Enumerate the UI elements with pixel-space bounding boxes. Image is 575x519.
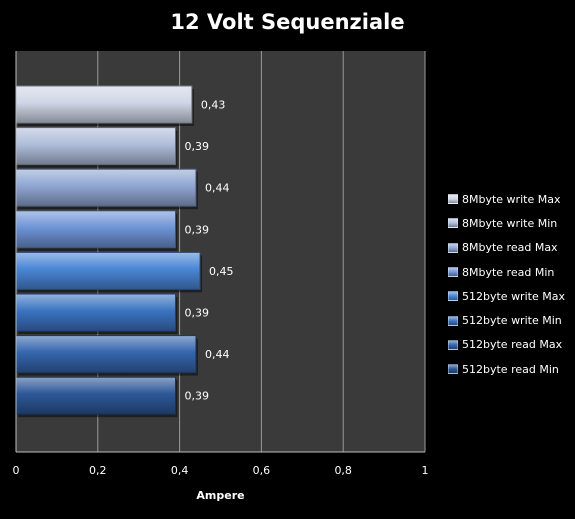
x-tick-label: 1 bbox=[422, 464, 429, 477]
legend-label: 8Mbyte read Min bbox=[462, 265, 555, 279]
data-label: 0,39 bbox=[185, 307, 210, 320]
bar bbox=[15, 85, 193, 124]
x-tick-label: 0 bbox=[13, 464, 20, 477]
legend-swatch bbox=[448, 364, 458, 375]
legend-swatch bbox=[448, 267, 458, 278]
data-label: 0,39 bbox=[185, 390, 210, 403]
legend-label: 8Mbyte read Max bbox=[462, 241, 558, 255]
legend-swatch bbox=[448, 339, 458, 350]
bar bbox=[15, 293, 177, 332]
bar bbox=[15, 251, 201, 290]
legend-label: 512byte read Max bbox=[462, 338, 563, 352]
bar bbox=[15, 168, 197, 207]
x-tick-label: 0,6 bbox=[253, 464, 271, 477]
x-tick-label: 0,4 bbox=[171, 464, 189, 477]
x-tick-label: 0,2 bbox=[89, 464, 107, 477]
legend-swatch bbox=[448, 194, 458, 205]
chart-title: 12 Volt Sequenziale bbox=[170, 10, 405, 34]
data-label: 0,44 bbox=[205, 348, 230, 361]
data-label: 0,44 bbox=[205, 182, 230, 195]
legend-swatch bbox=[448, 315, 458, 326]
legend-swatch bbox=[448, 242, 458, 253]
legend-item: 512byte write Max bbox=[448, 284, 568, 308]
legend-item: 512byte read Max bbox=[448, 333, 568, 357]
data-label: 0,45 bbox=[209, 265, 234, 278]
chart-legend: 8Mbyte write Max 8Mbyte write Min 8Mbyte r… bbox=[448, 187, 568, 381]
legend-swatch bbox=[448, 291, 458, 302]
legend-label: 8Mbyte write Max bbox=[462, 192, 561, 206]
legend-item: 8Mbyte read Max bbox=[448, 236, 568, 260]
bar bbox=[15, 127, 177, 166]
legend-label: 8Mbyte write Min bbox=[462, 216, 558, 230]
legend-item: 512byte write Min bbox=[448, 308, 568, 332]
bar bbox=[15, 210, 177, 249]
data-label: 0,39 bbox=[185, 223, 210, 236]
bar bbox=[15, 376, 177, 415]
legend-item: 8Mbyte write Min bbox=[448, 211, 568, 235]
x-axis-label: Ampere bbox=[196, 489, 244, 502]
bar bbox=[15, 335, 197, 374]
legend-item: 512byte read Min bbox=[448, 357, 568, 381]
data-label: 0,43 bbox=[201, 99, 226, 112]
legend-item: 8Mbyte read Min bbox=[448, 260, 568, 284]
legend-label: 512byte write Min bbox=[462, 314, 562, 328]
legend-label: 512byte read Min bbox=[462, 362, 559, 376]
legend-item: 8Mbyte write Max bbox=[448, 187, 568, 211]
legend-label: 512byte write Max bbox=[462, 289, 565, 303]
data-label: 0,39 bbox=[185, 140, 210, 153]
x-tick-label: 0,8 bbox=[334, 464, 352, 477]
legend-swatch bbox=[448, 218, 458, 229]
